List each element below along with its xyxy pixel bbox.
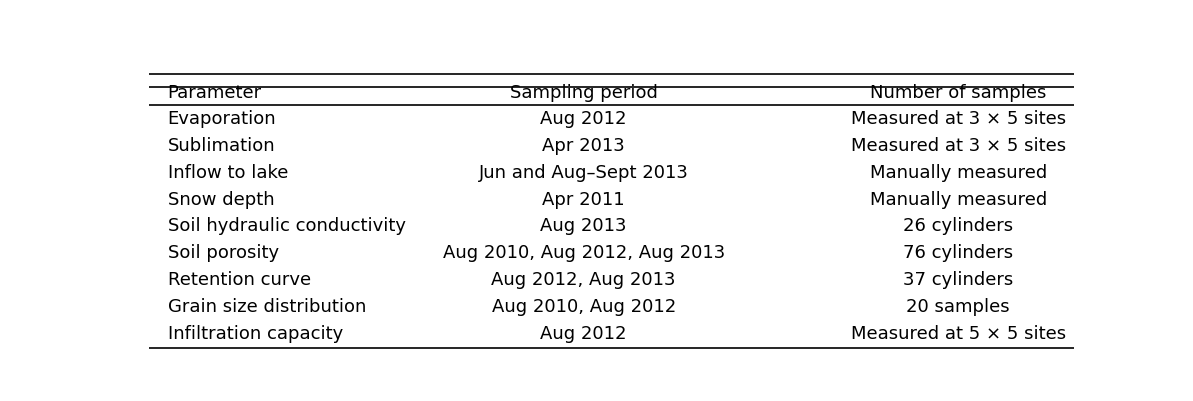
Text: Jun and Aug–Sept 2013: Jun and Aug–Sept 2013: [478, 164, 688, 182]
Text: 37 cylinders: 37 cylinders: [903, 271, 1013, 289]
Text: Sampling period: Sampling period: [509, 84, 657, 102]
Text: Measured at 3 × 5 sites: Measured at 3 × 5 sites: [851, 110, 1065, 128]
Text: Snow depth: Snow depth: [167, 190, 274, 209]
Text: Retention curve: Retention curve: [167, 271, 310, 289]
Text: Manually measured: Manually measured: [870, 190, 1046, 209]
Text: 76 cylinders: 76 cylinders: [903, 244, 1013, 262]
Text: Soil porosity: Soil porosity: [167, 244, 279, 262]
Text: Infiltration capacity: Infiltration capacity: [167, 325, 342, 343]
Text: Apr 2011: Apr 2011: [543, 190, 625, 209]
Text: Evaporation: Evaporation: [167, 110, 277, 128]
Text: 26 cylinders: 26 cylinders: [903, 217, 1013, 235]
Text: Number of samples: Number of samples: [870, 84, 1046, 102]
Text: Measured at 3 × 5 sites: Measured at 3 × 5 sites: [851, 137, 1065, 155]
Text: Aug 2012, Aug 2013: Aug 2012, Aug 2013: [492, 271, 676, 289]
Text: Soil hydraulic conductivity: Soil hydraulic conductivity: [167, 217, 406, 235]
Text: Sublimation: Sublimation: [167, 137, 276, 155]
Text: Aug 2013: Aug 2013: [540, 217, 628, 235]
Text: Measured at 5 × 5 sites: Measured at 5 × 5 sites: [851, 325, 1065, 343]
Text: Inflow to lake: Inflow to lake: [167, 164, 288, 182]
Text: Aug 2012: Aug 2012: [540, 110, 628, 128]
Text: Manually measured: Manually measured: [870, 164, 1046, 182]
Text: Parameter: Parameter: [167, 84, 261, 102]
Text: Apr 2013: Apr 2013: [543, 137, 625, 155]
Text: Grain size distribution: Grain size distribution: [167, 298, 366, 316]
Text: Aug 2012: Aug 2012: [540, 325, 628, 343]
Text: 20 samples: 20 samples: [907, 298, 1010, 316]
Text: Aug 2010, Aug 2012: Aug 2010, Aug 2012: [492, 298, 675, 316]
Text: Aug 2010, Aug 2012, Aug 2013: Aug 2010, Aug 2012, Aug 2013: [443, 244, 725, 262]
